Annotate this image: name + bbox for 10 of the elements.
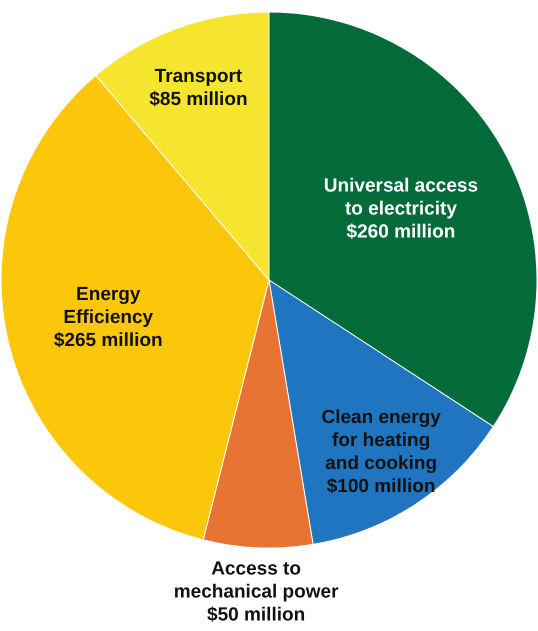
- slice-label: Energy Efficiency: [63, 284, 154, 328]
- slice-label: Universal access to electricity: [324, 176, 478, 220]
- data-label: $85 million: [149, 89, 248, 110]
- data-label: $100 million: [326, 476, 436, 498]
- slice-label: Access to mechanical power: [174, 558, 340, 603]
- slice-label: Transport: [154, 66, 243, 88]
- data-label: $50 million: [207, 604, 306, 626]
- slice-label: Clean energy for heating and cooking: [321, 407, 442, 474]
- data-label: $260 million: [346, 222, 456, 243]
- data-label: $265 million: [54, 330, 163, 352]
